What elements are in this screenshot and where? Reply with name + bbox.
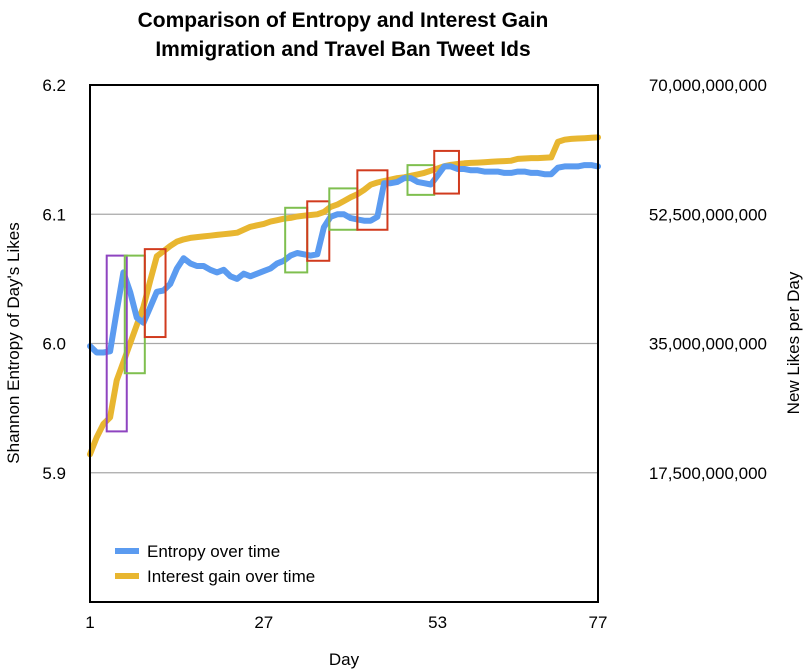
x-tick-label: 77 (589, 613, 608, 632)
annotation-box (105, 254, 128, 433)
y-right-tick-label: 70,000,000,000 (649, 76, 767, 95)
annotation-box (356, 169, 389, 231)
y-left-tick-label: 5.9 (42, 464, 66, 483)
x-tick-label: 53 (428, 613, 447, 632)
annotation-boxes (105, 149, 460, 433)
legend-label-entropy: Entropy over time (147, 542, 280, 561)
y-right-tick-label: 17,500,000,000 (649, 464, 767, 483)
x-axis-label: Day (329, 650, 360, 669)
y-right-axis-label: New Likes per Day (784, 271, 803, 414)
plot-frame (89, 84, 599, 603)
entropy-series-line (87, 162, 601, 356)
annotation-box (306, 200, 331, 262)
x-tick-label: 1 (85, 613, 94, 632)
chart-title-line-1: Comparison of Entropy and Interest Gain (138, 9, 549, 32)
y-left-tick-label: 6.1 (42, 205, 66, 224)
annotation-box (433, 149, 460, 195)
chart-title-line-2: Immigration and Travel Ban Tweet Ids (155, 38, 530, 61)
series-lines (87, 134, 601, 458)
legend-label-interest: Interest gain over time (147, 567, 315, 586)
y-left-tick-labels: 5.9 6.0 6.1 6.2 (42, 76, 66, 483)
y-right-tick-label: 52,500,000,000 (649, 205, 767, 224)
y-right-tick-labels: 17,500,000,000 35,000,000,000 52,500,000,0… (649, 76, 767, 483)
legend: Entropy over time Interest gain over tim… (115, 542, 315, 586)
interest-series-line (87, 134, 601, 458)
y-right-tick-label: 35,000,000,000 (649, 335, 767, 354)
y-left-axis-label: Shannon Entropy of Day's Likes (4, 222, 23, 463)
x-tick-labels: 1 27 53 77 (85, 613, 607, 632)
annotation-box (143, 248, 167, 339)
y-left-tick-label: 6.2 (42, 76, 66, 95)
x-tick-label: 27 (254, 613, 273, 632)
y-left-tick-label: 6.0 (42, 335, 66, 354)
